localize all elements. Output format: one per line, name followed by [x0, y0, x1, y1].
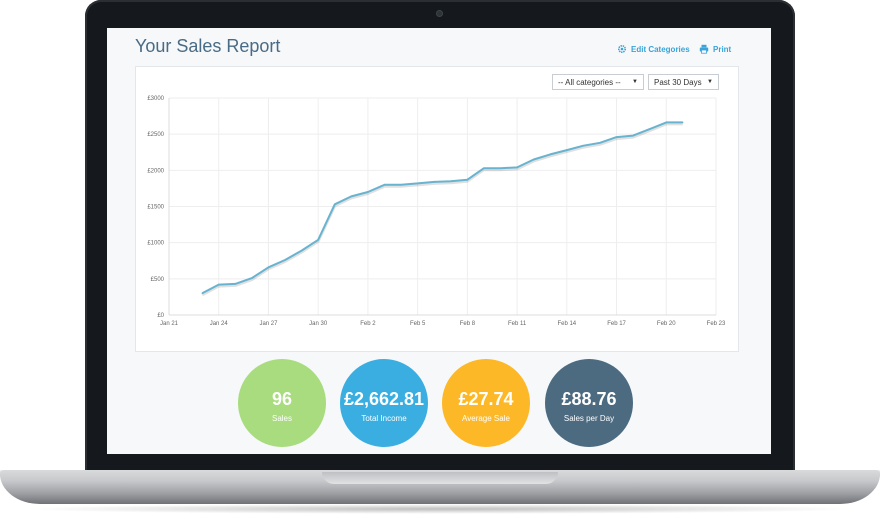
data-point: [649, 128, 651, 130]
page-title: Your Sales Report: [135, 36, 281, 56]
data-point: [218, 284, 220, 286]
data-point: [483, 167, 485, 169]
data-point: [665, 121, 667, 123]
printer-icon: [699, 44, 709, 54]
stat-label: Sales: [271, 414, 292, 423]
data-point: [284, 259, 286, 261]
x-tick-label: Jan 21: [160, 321, 179, 327]
stat-total-income: £2,662.81 Total Income: [340, 359, 428, 447]
date-range-value: Past 30 Days: [654, 77, 702, 87]
gear-icon: [617, 44, 627, 54]
print-link[interactable]: Print: [699, 44, 731, 54]
stat-sales: 96 Sales: [238, 359, 326, 447]
data-point: [417, 182, 419, 184]
data-point: [566, 149, 568, 151]
stat-label: Sales per Day: [563, 414, 615, 423]
data-point: [632, 135, 634, 137]
stat-value: 96: [271, 389, 293, 409]
x-tick-label: Jan 27: [259, 321, 278, 327]
data-point: [582, 145, 584, 147]
sales-line-chart: £0 £500 £1000 £1500 £2000 £2500 £3000 Jan 21 Jan…: [147, 96, 726, 327]
stat-value: £27.74: [458, 389, 514, 409]
data-point: [466, 179, 468, 181]
chart-card: -- All categories -- ▼ Past 30 Days ▼ £0…: [135, 66, 739, 352]
camera-icon: [436, 10, 443, 17]
series-line: [201, 121, 683, 295]
data-point: [450, 180, 452, 182]
stat-value: £2,662.81: [343, 389, 425, 409]
data-point: [516, 166, 518, 169]
category-select-value: -- All categories --: [558, 77, 621, 87]
x-tick-label: Jan 30: [309, 321, 328, 327]
y-tick-label: £1000: [147, 241, 164, 247]
data-point: [400, 184, 402, 186]
laptop-notch: [322, 472, 558, 484]
data-point: [599, 142, 601, 144]
data-point: [433, 181, 435, 183]
x-tick-label: Feb 2: [360, 321, 376, 327]
y-tick-label: £500: [151, 277, 165, 283]
date-range-select[interactable]: Past 30 Days ▼: [648, 74, 719, 90]
caret-down-icon: ▼: [707, 79, 713, 85]
x-tick-label: Feb 14: [557, 321, 576, 327]
y-tick-label: £0: [157, 313, 164, 319]
data-point: [234, 283, 236, 285]
stat-value: £88.76: [561, 389, 617, 409]
series-line-shadow: [201, 122, 683, 297]
edit-categories-label: Edit Categories: [631, 44, 690, 54]
edit-categories-link[interactable]: Edit Categories: [617, 44, 690, 54]
data-point: [201, 292, 203, 294]
stat-label: Average Sale: [462, 414, 510, 423]
data-point: [533, 158, 535, 161]
x-tick-label: Jan 24: [210, 321, 229, 327]
y-tick-label: £2000: [147, 168, 164, 174]
data-point: [301, 250, 303, 252]
x-tick-label: Feb 17: [607, 321, 626, 327]
data-point: [350, 195, 352, 197]
data-point: [367, 191, 369, 193]
category-select[interactable]: -- All categories -- ▼: [552, 74, 644, 90]
x-tick-label: Feb 20: [657, 321, 676, 327]
data-point: [334, 203, 336, 205]
stat-sales-per-day: £88.76 Sales per Day: [545, 359, 633, 447]
y-tick-label: £2500: [147, 132, 164, 138]
print-label: Print: [713, 44, 732, 54]
laptop-shadow: [20, 504, 860, 514]
y-tick-label: £3000: [147, 96, 164, 102]
x-tick-label: Feb 11: [508, 321, 527, 327]
data-point: [682, 121, 684, 123]
data-point: [251, 277, 253, 279]
x-tick-label: Feb 5: [410, 321, 426, 327]
data-point: [549, 153, 551, 156]
data-point: [383, 184, 386, 186]
data-point: [615, 136, 618, 138]
x-tick-label: Feb 8: [460, 321, 476, 327]
data-point: [267, 266, 270, 268]
stat-average-sale: £27.74 Average Sale: [442, 359, 530, 447]
stat-label: Total Income: [361, 414, 407, 423]
data-point: [317, 239, 319, 241]
screen: Your Sales Report Edit Categories Print …: [107, 28, 771, 454]
y-tick-label: £1500: [147, 205, 164, 211]
caret-down-icon: ▼: [632, 79, 638, 85]
data-point: [499, 167, 502, 169]
x-tick-label: Feb 23: [707, 321, 726, 327]
